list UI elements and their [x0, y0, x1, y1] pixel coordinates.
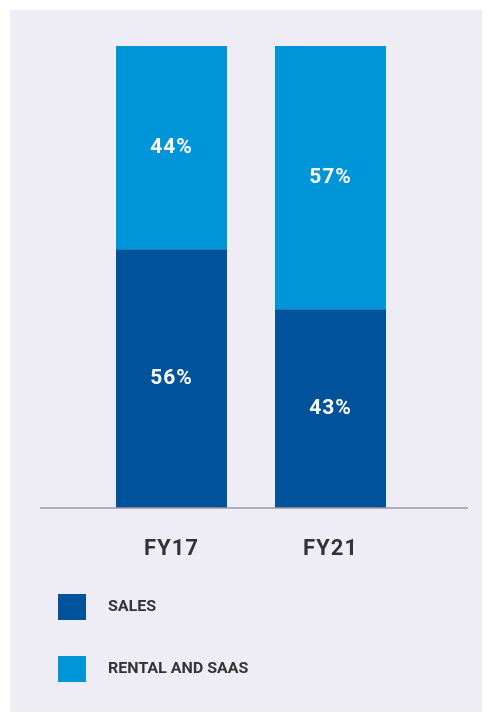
- data-label: 56%: [150, 366, 193, 390]
- bar-segment: [275, 309, 386, 508]
- legend-label: RENTAL AND SAAS: [108, 658, 249, 677]
- x-tick-label: FY17: [144, 536, 199, 561]
- bar-segment: [116, 46, 227, 250]
- data-label: 44%: [150, 135, 193, 159]
- bar-segment: [275, 46, 386, 310]
- x-tick-label: FY21: [303, 536, 358, 561]
- data-label: 43%: [309, 396, 352, 420]
- data-label: 57%: [309, 165, 352, 189]
- legend-swatch: [58, 594, 86, 620]
- bar-segment: [116, 249, 227, 508]
- legend-swatch: [58, 656, 86, 682]
- legend-label: SALES: [108, 596, 156, 615]
- panel: [10, 10, 482, 712]
